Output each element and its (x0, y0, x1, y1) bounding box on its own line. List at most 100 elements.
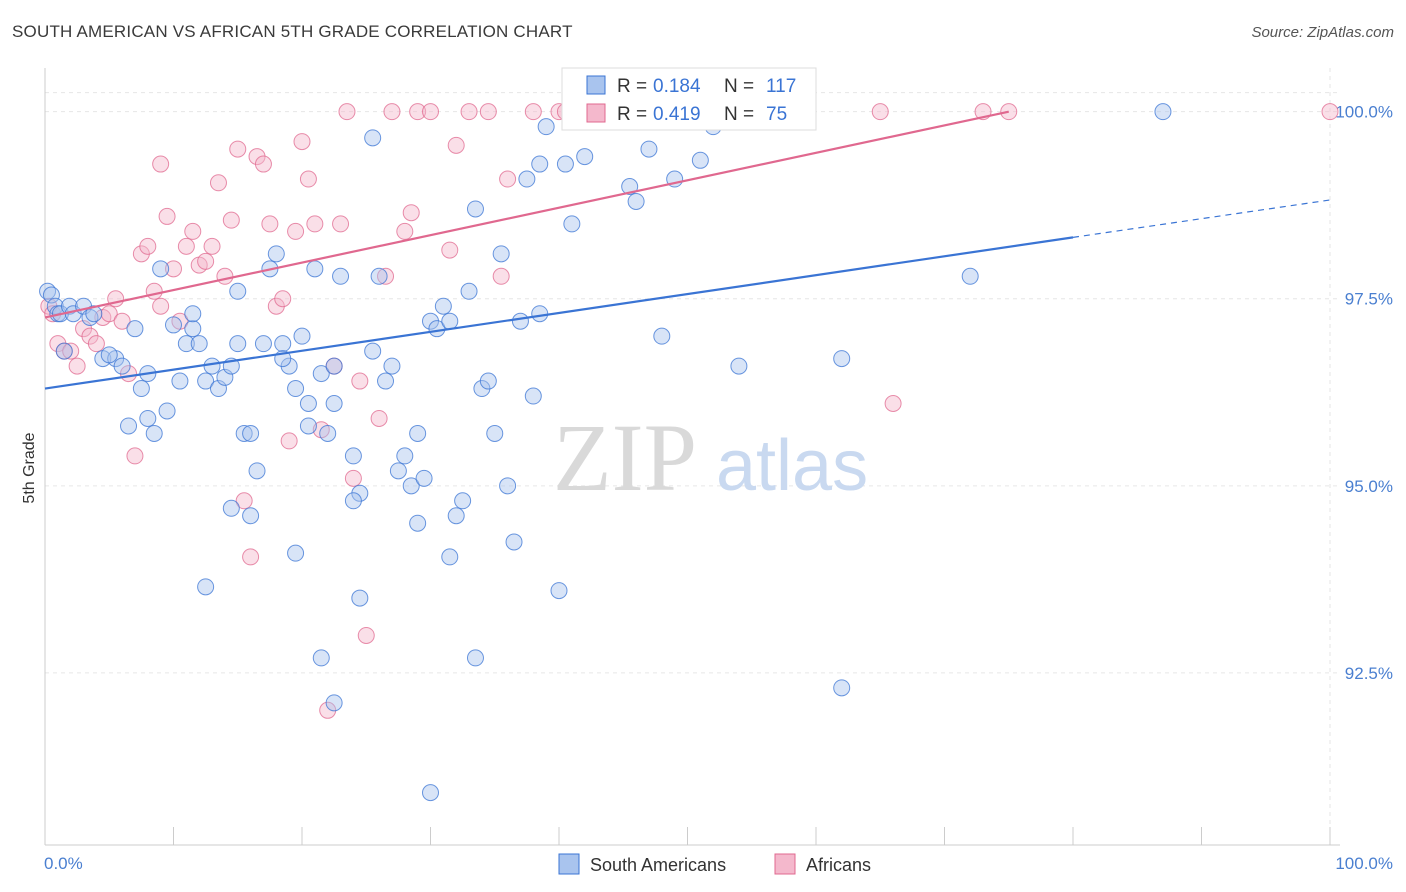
point-south-americans (576, 148, 594, 166)
point-africans (402, 204, 420, 222)
point-south-americans (190, 335, 208, 353)
point-south-americans (126, 320, 144, 338)
point-africans (338, 103, 356, 121)
point-south-americans (550, 582, 568, 600)
point-south-americans (441, 548, 459, 566)
point-south-americans (492, 245, 510, 263)
point-south-americans (434, 297, 452, 315)
point-south-americans (312, 365, 330, 383)
point-south-americans (171, 372, 189, 390)
legend-n-value-2: 75 (766, 104, 787, 125)
legend-swatch-blue (586, 75, 606, 95)
point-south-americans (274, 335, 292, 353)
watermark-atlas: atlas (716, 426, 868, 506)
point-south-americans (621, 178, 639, 196)
point-africans (377, 267, 395, 285)
point-africans (216, 267, 234, 285)
watermark: ZIP atlas (553, 404, 868, 511)
chart-source: Source: ZipAtlas.com (1251, 24, 1394, 41)
point-south-americans (306, 260, 324, 278)
trend-lines (44, 110, 1331, 390)
point-africans (177, 237, 195, 255)
x-tick-labels: 0.0% 100.0% (44, 854, 1393, 873)
legend-r-label-1: R = (617, 76, 647, 97)
point-south-americans (235, 424, 253, 442)
point-africans (165, 260, 182, 278)
point-south-americans (833, 350, 851, 368)
point-africans (68, 357, 86, 375)
point-africans (492, 267, 510, 285)
point-south-americans (120, 417, 138, 435)
point-africans (126, 447, 144, 465)
point-africans (306, 215, 324, 233)
point-south-americans (197, 578, 215, 596)
point-africans (871, 103, 889, 121)
point-south-americans (364, 342, 382, 360)
point-south-americans (415, 469, 433, 487)
point-south-americans (165, 316, 182, 334)
point-south-americans (441, 312, 459, 330)
y-tick-label: 95.0% (1345, 477, 1393, 496)
point-africans (145, 282, 163, 300)
point-south-americans (287, 544, 305, 562)
point-south-americans (287, 380, 305, 398)
trend-line-south-americans (44, 236, 1074, 390)
point-south-americans (222, 499, 240, 517)
point-south-americans (351, 589, 369, 607)
point-africans (422, 103, 439, 121)
point-south-americans (364, 129, 382, 147)
point-south-americans (627, 192, 645, 210)
point-africans (332, 215, 350, 233)
point-south-americans (254, 335, 272, 353)
y-tick-label: 97.5% (1345, 290, 1393, 309)
stats-legend: R = 0.184 N = 117 R = 0.419 N = 75 (561, 67, 817, 131)
point-africans (293, 133, 311, 151)
point-south-americans (454, 492, 472, 510)
point-africans (884, 395, 902, 413)
x-tick-label-max: 100.0% (1335, 854, 1393, 873)
point-africans (524, 103, 542, 121)
point-africans (441, 241, 459, 259)
point-africans (299, 170, 317, 188)
point-south-americans (447, 507, 465, 525)
trend-line-africans (44, 110, 1009, 319)
legend-n-label-1: N = (724, 76, 754, 97)
point-africans (280, 432, 298, 450)
point-south-americans (113, 357, 131, 375)
point-south-americans (299, 395, 317, 413)
point-south-americans (640, 140, 658, 158)
point-south-americans (422, 784, 439, 802)
legend-n-value-1: 117 (766, 76, 796, 97)
point-south-americans (531, 155, 549, 173)
point-africans (1321, 103, 1339, 121)
point-africans (357, 626, 375, 644)
point-south-americans (344, 492, 362, 510)
point-south-americans (55, 342, 73, 360)
watermark-zip: ZIP (553, 404, 697, 511)
point-south-americans (139, 409, 157, 427)
point-south-americans (248, 462, 266, 480)
point-africans (197, 252, 215, 270)
point-south-americans (396, 447, 414, 465)
point-africans (479, 103, 497, 121)
point-africans (158, 207, 176, 225)
point-africans (100, 305, 118, 323)
point-south-americans (299, 417, 317, 435)
data-points (39, 103, 1339, 802)
point-south-americans (1154, 103, 1172, 121)
point-south-americans (100, 346, 118, 364)
point-africans (152, 155, 170, 173)
legend-n-label-2: N = (724, 104, 754, 125)
point-south-americans (479, 372, 497, 390)
point-africans (242, 548, 260, 566)
point-south-americans (229, 335, 247, 353)
legend-swatch-pink (586, 103, 606, 123)
point-south-americans (332, 267, 350, 285)
point-south-americans (312, 649, 330, 667)
point-south-americans (531, 305, 549, 323)
series-legend-africans: Africans (806, 855, 871, 875)
point-africans (229, 140, 247, 158)
point-south-americans (325, 357, 343, 375)
legend-r-value-1: 0.184 (653, 76, 701, 97)
series-legend-swatch-africans (774, 853, 796, 875)
